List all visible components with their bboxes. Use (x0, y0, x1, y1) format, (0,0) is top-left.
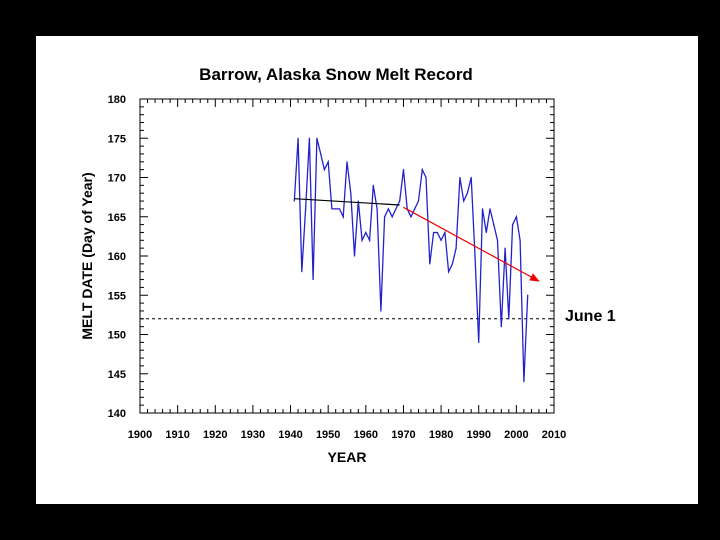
data-point (323, 169, 326, 171)
data-point (459, 176, 461, 179)
data-point (391, 216, 393, 218)
data-point (308, 137, 310, 139)
data-point (361, 239, 363, 241)
data-point (410, 216, 412, 218)
y-tick-label: 145 (108, 369, 126, 381)
data-point (376, 208, 378, 210)
x-axis-title: YEAR (328, 449, 367, 465)
data-point (496, 239, 499, 241)
data-point (451, 263, 453, 265)
data-point (384, 216, 386, 218)
data-point (357, 200, 359, 202)
data-point (399, 200, 401, 202)
data-point (353, 255, 356, 257)
data-point (414, 208, 416, 210)
y-tick-label: 180 (108, 94, 126, 106)
x-tick-label: 1980 (429, 429, 453, 441)
data-point (511, 224, 514, 226)
y-tick-label: 165 (108, 212, 126, 224)
data-point (425, 176, 427, 179)
melt-date-series-line (293, 138, 529, 382)
data-point (350, 192, 352, 194)
y-tick-label: 175 (108, 133, 126, 145)
y-tick-label: 150 (108, 330, 126, 342)
recent-trend-arrow (403, 206, 540, 282)
data-point (470, 176, 472, 179)
data-point (305, 208, 307, 210)
data-point (436, 231, 438, 234)
data-point (342, 216, 344, 218)
data-point (346, 161, 348, 163)
slide-background (36, 36, 698, 504)
data-point (500, 326, 502, 328)
data-point (320, 153, 322, 155)
data-point (368, 239, 371, 241)
data-point (478, 341, 480, 343)
data-point (312, 278, 314, 281)
melt-date-series-points (293, 137, 529, 383)
data-point (455, 247, 457, 249)
x-axis: 1900 1910 1920 1930 1940 1950 1960 1970 1980 1990… (128, 99, 566, 441)
y-tick-label: 140 (108, 408, 126, 420)
x-tick-label: 1950 (316, 429, 340, 441)
data-point (380, 310, 382, 312)
data-point (440, 239, 442, 241)
data-point (493, 224, 495, 226)
x-tick-label: 2000 (504, 429, 528, 441)
data-point (316, 137, 318, 139)
data-point (466, 192, 469, 194)
data-point (504, 247, 506, 249)
data-point (527, 294, 529, 296)
data-point (523, 381, 525, 383)
chart-title: Barrow, Alaska Snow Melt Record (199, 65, 473, 84)
data-point (335, 208, 337, 210)
y-tick-label: 160 (108, 251, 126, 263)
x-tick-label: 1960 (354, 429, 378, 441)
data-point (421, 169, 423, 171)
data-point (463, 200, 465, 202)
y-tick-label: 170 (108, 173, 126, 185)
data-point (327, 161, 329, 163)
y-tick-label: 155 (108, 290, 126, 302)
data-point (338, 208, 341, 210)
data-point (402, 169, 405, 171)
data-point (519, 239, 521, 241)
x-tick-label: 1920 (203, 429, 227, 441)
data-point (489, 208, 491, 210)
early-trend-line (294, 198, 400, 206)
data-point (387, 208, 389, 210)
x-tick-label: 1970 (391, 429, 415, 441)
x-tick-label: 2010 (542, 429, 566, 441)
x-tick-label: 1900 (128, 429, 152, 441)
x-tick-label: 1940 (278, 429, 302, 441)
y-axis: 140 145 150 155 160 165 170 175 180 (108, 94, 554, 420)
x-tick-label: 1930 (241, 429, 265, 441)
data-point (301, 271, 303, 273)
data-point (448, 271, 450, 273)
data-point (417, 200, 420, 202)
june-1-label: June 1 (565, 308, 616, 325)
data-point (444, 231, 446, 234)
data-point (372, 184, 374, 186)
y-axis-title: MELT DATE (Day of Year) (79, 172, 95, 339)
data-point (395, 208, 397, 210)
data-point (365, 231, 367, 234)
data-point (481, 208, 484, 210)
data-point (293, 200, 295, 202)
data-point (429, 263, 431, 265)
data-point (508, 318, 510, 320)
data-point (485, 231, 487, 234)
x-tick-label: 1910 (165, 429, 189, 441)
data-point (432, 231, 435, 234)
data-point (474, 255, 476, 257)
data-point (331, 208, 333, 210)
data-point (297, 137, 299, 139)
data-point (515, 216, 517, 218)
x-tick-label: 1990 (466, 429, 490, 441)
